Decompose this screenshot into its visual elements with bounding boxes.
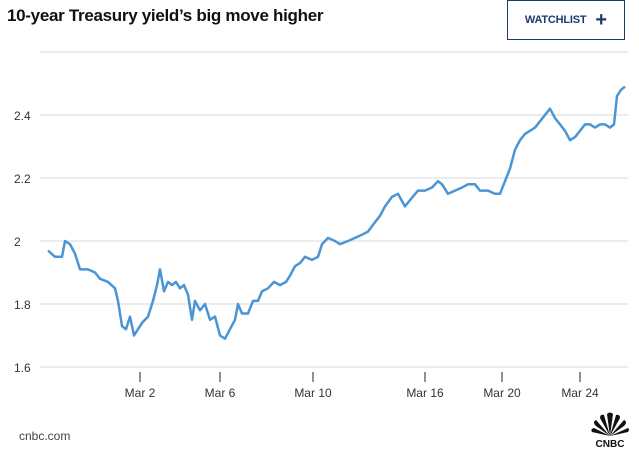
yield-series-line (47, 85, 626, 340)
y-tick-label: 2.4 (14, 109, 31, 123)
y-tick-label: 2.2 (14, 172, 31, 186)
x-tick-label: Mar 24 (561, 386, 599, 400)
chart-title: 10-year Treasury yield’s big move higher (7, 6, 324, 25)
source-label: cnbc.com (19, 429, 71, 443)
x-tick-label: Mar 6 (205, 386, 236, 400)
y-tick-label: 1.6 (14, 361, 31, 375)
y-tick-label: 2 (14, 235, 21, 249)
cnbc-logo: CNBC (588, 412, 632, 453)
x-tick-label: Mar 10 (294, 386, 332, 400)
y-tick-label: 1.8 (14, 298, 31, 312)
svg-text:CNBC: CNBC (596, 439, 625, 448)
plus-icon: + (595, 9, 608, 31)
watchlist-label: WATCHLIST (524, 14, 587, 26)
watchlist-button[interactable]: WATCHLIST + (507, 0, 625, 40)
x-tick-label: Mar 20 (483, 386, 521, 400)
x-tick-label: Mar 2 (125, 386, 156, 400)
x-tick-label: Mar 16 (406, 386, 444, 400)
